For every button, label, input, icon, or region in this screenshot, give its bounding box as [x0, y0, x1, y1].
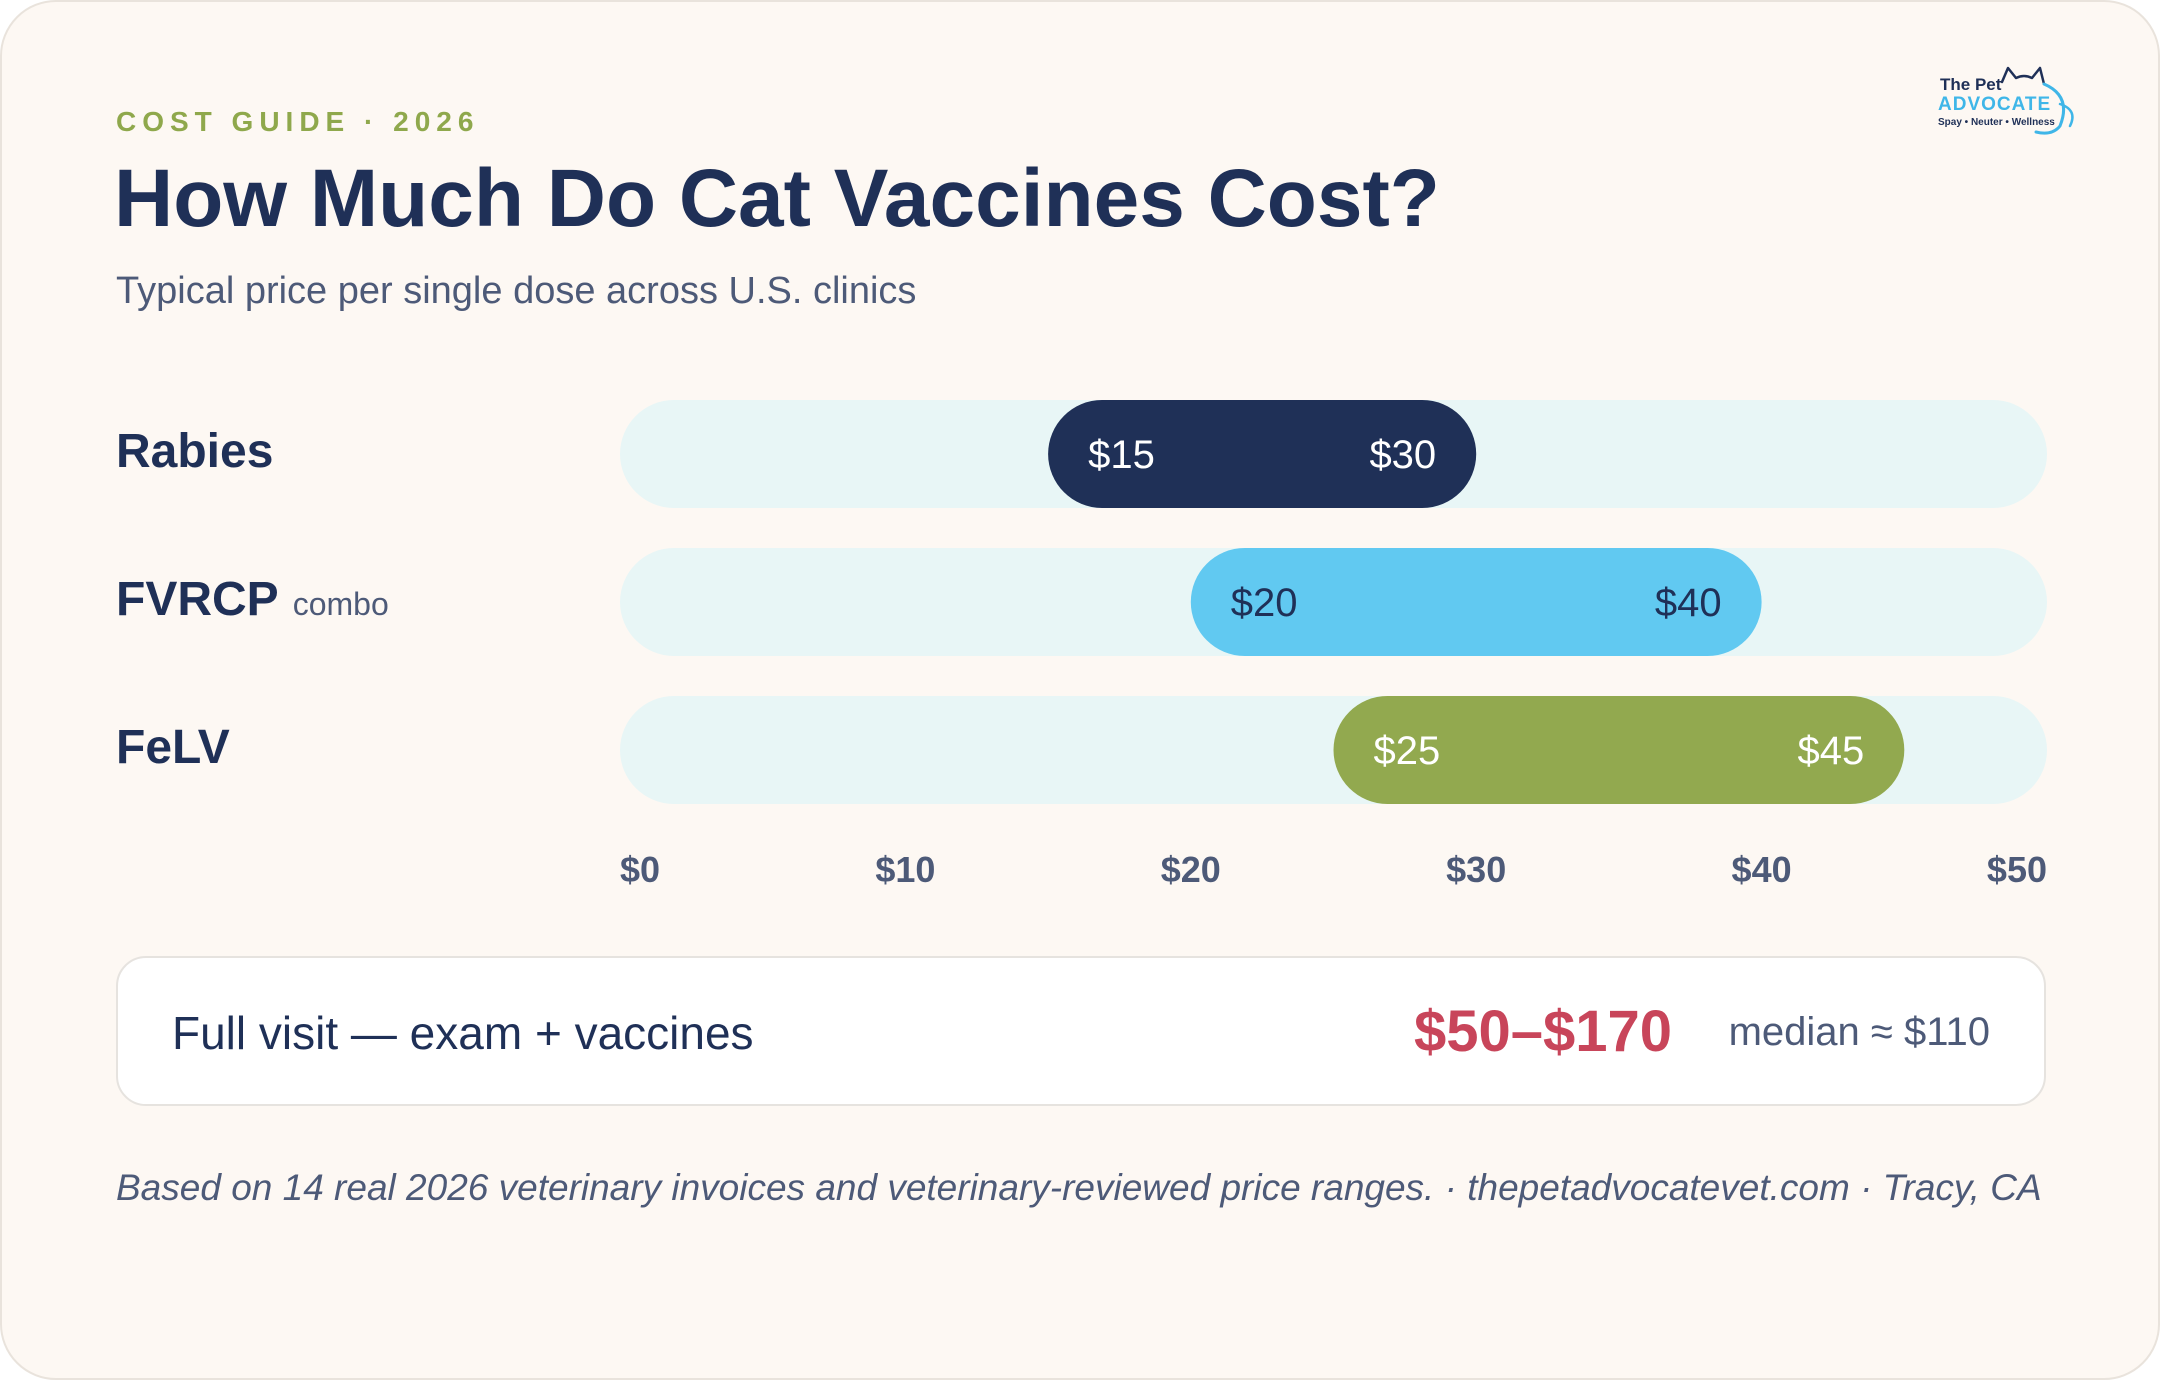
x-tick-label: $30	[1446, 849, 1506, 890]
x-tick-label: $0	[620, 849, 660, 890]
low-label-rabies: $15	[1088, 433, 1155, 477]
page-title: How Much Do Cat Vaccines Cost?	[114, 153, 1440, 244]
row-label-fvrcp-note: combo	[292, 586, 389, 622]
low-label-fvrcp: $20	[1231, 581, 1298, 625]
eyebrow-label: COST GUIDE · 2026	[116, 106, 480, 137]
logo-line3: Spay • Neuter • Wellness	[1938, 117, 2055, 128]
low-label-felv: $25	[1374, 729, 1441, 773]
full-visit-summary: Full visit — exam + vaccines $50–$170 me…	[116, 956, 2046, 1106]
row-label-rabies: Rabies	[116, 425, 274, 478]
logo-line2: ADVOCATE	[1938, 94, 2051, 115]
x-tick-label: $20	[1161, 849, 1221, 890]
high-label-felv: $45	[1798, 729, 1865, 773]
logo-line1: The Pet	[1940, 75, 2002, 94]
range-bar-rabies	[1048, 400, 1477, 508]
high-label-rabies: $30	[1369, 433, 1436, 477]
page-subtitle: Typical price per single dose across U.S…	[116, 270, 917, 312]
summary-range: $50–$170	[1413, 999, 1672, 1064]
x-tick-label: $40	[1732, 849, 1792, 890]
x-tick-label: $50	[1987, 849, 2047, 890]
x-tick-label: $10	[875, 849, 935, 890]
summary-median: median ≈ $110	[1728, 1010, 1990, 1054]
range-bar-fvrcp	[1190, 548, 1762, 656]
cat-outline-icon	[2000, 66, 2074, 135]
brand-logo: The Pet ADVOCATE Spay • Neuter • Wellnes…	[1938, 66, 2074, 135]
footnote: Based on 14 real 2026 veterinary invoice…	[116, 1167, 2042, 1208]
row-label-fvrcp: FVRCP combo	[116, 573, 389, 626]
range-bar-felv	[1333, 696, 1905, 804]
row-label-felv: FeLV	[116, 721, 230, 774]
summary-label: Full visit — exam + vaccines	[172, 1007, 754, 1059]
high-label-fvrcp: $40	[1655, 581, 1722, 625]
